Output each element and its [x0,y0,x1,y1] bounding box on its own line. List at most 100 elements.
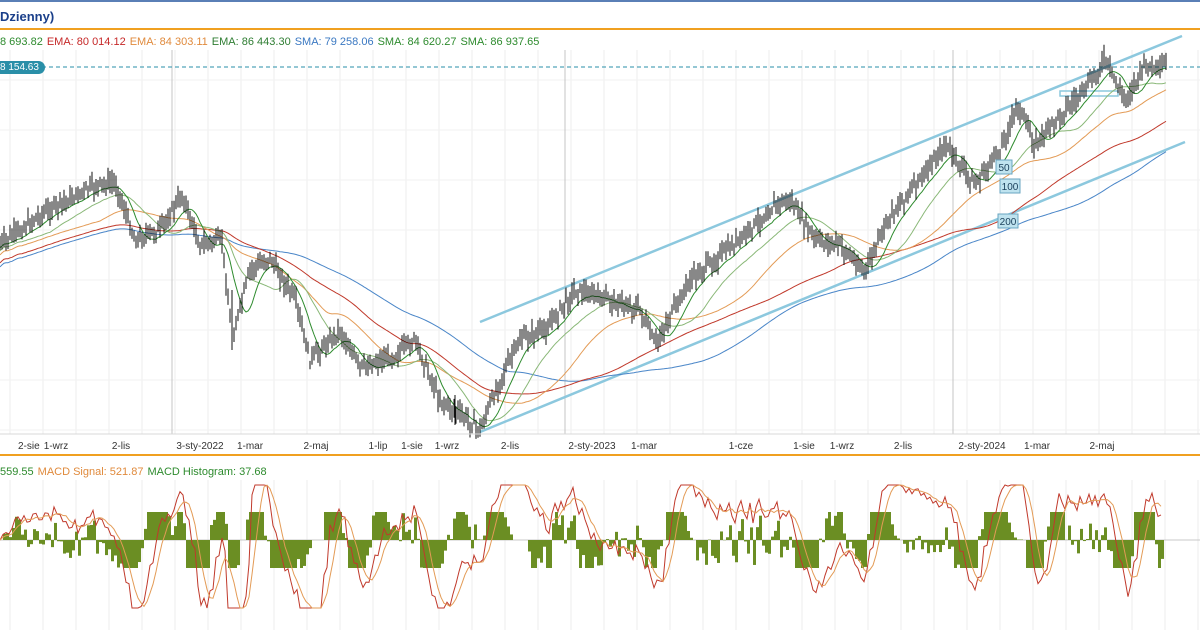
histogram-bar [456,512,459,540]
histogram-bar [408,529,411,540]
histogram-bar [993,512,996,540]
histogram-bar [1086,538,1089,540]
histogram-bar [921,540,924,550]
histogram-bar [1140,512,1143,540]
histogram-bar [1119,540,1122,568]
histogram-bar [69,540,72,558]
trend-channel[interactable] [479,34,1186,434]
histogram-bar [210,525,213,540]
macd-legend: 559.55 MACD Signal: 521.87 MACD Histogram:… [0,466,271,478]
histogram-bar [405,531,408,540]
resistance-box[interactable] [1059,90,1119,97]
histogram-bar [792,540,795,548]
histogram-bar [831,525,834,540]
histogram-bar [93,520,96,540]
histogram-bar [183,523,186,540]
histogram-bar [234,540,237,568]
histogram-bar [609,540,612,547]
histogram-bar [165,512,168,540]
histogram-bar [579,540,582,568]
histogram-bar [1104,527,1107,540]
macd-legend-item-1: MACD Signal: 521.87 [37,466,144,478]
chart-title-bar: Dzienny) [0,0,1200,30]
histogram-bar [129,540,132,568]
channel-lower-line[interactable] [479,140,1186,434]
price-legend-item-6: SMA: 86 937.65 [460,36,540,48]
histogram-bar [195,540,198,568]
histogram-bar [879,512,882,540]
histogram-bar [492,512,495,540]
histogram-bar [1155,540,1158,545]
histogram-bar [63,540,66,554]
histogram-bar [192,540,195,568]
histogram-bar [597,540,600,566]
channel-upper-line[interactable] [479,34,1183,324]
histogram-bar [42,540,45,545]
histogram-bar [207,540,210,568]
histogram-bar [171,534,174,540]
price-legend-item-4: SMA: 79 258.06 [294,36,374,48]
histogram-bar [789,536,792,540]
histogram-bar [1125,540,1128,568]
histogram-bar [309,540,312,549]
histogram-bar [651,540,654,568]
histogram-bar [465,514,468,540]
histogram-bar [810,540,813,568]
price-legend-item-1: EMA: 80 014.12 [46,36,126,48]
histogram-bar [795,540,798,568]
histogram-bar [60,540,63,542]
histogram-bar [939,540,942,553]
histogram-bar [633,540,636,557]
histogram-bar [1056,512,1059,540]
histogram-bar [690,537,693,540]
histogram-bar [660,540,663,547]
histogram-bar [990,512,993,540]
histogram-bar [138,540,141,563]
histogram-bar [1128,540,1131,568]
price-chart[interactable]: 50 100 200 2-sie 1-wrz 2-lis 3-sty-2022 1-ma… [0,0,1200,460]
histogram-bar [531,540,534,568]
histogram-bar [747,540,750,554]
histogram-bar [885,512,888,540]
histogram-bar [954,540,957,568]
histogram-bar [1032,540,1035,568]
histogram-bar [435,540,438,568]
histogram-bar [399,540,402,542]
histogram-bar [174,526,177,540]
histogram-bar [366,540,369,556]
histogram-bar [1122,540,1125,568]
histogram-bar [717,540,720,563]
histogram-bar [393,525,396,540]
histogram-bar [591,540,594,568]
histogram-bar [222,512,225,540]
x-tick-label: 1-lip [369,441,388,452]
histogram-bar [753,540,756,565]
histogram-bar [648,540,651,557]
histogram-bar [594,540,597,557]
histogram-bar [498,512,501,540]
histogram-bar [615,531,618,540]
histogram-bar [417,538,420,540]
histogram-bar [108,540,111,550]
histogram-bar [135,540,138,568]
histogram-bar [228,540,231,568]
histogram-bar [447,534,450,540]
histogram-bar [876,512,879,540]
macd-chart[interactable] [0,480,1200,630]
histogram-bar [81,537,84,540]
histogram-bar [342,533,345,540]
histogram-bar [1161,540,1164,559]
x-tick-label: 2-sie [18,441,40,452]
histogram-bar [534,540,537,568]
histogram-bar [639,538,642,540]
histogram-bar [126,540,129,568]
histogram-bar [30,540,33,545]
histogram-bar [849,540,852,542]
histogram-bar [87,525,90,540]
price-legend: 8 693.82 EMA: 80 014.12 EMA: 84 303.11 EMA:… [0,36,543,48]
histogram-bar [336,512,339,540]
macd-legend-item-0: 559.55 [0,466,34,478]
histogram-bar [642,540,645,548]
histogram-bar [729,525,732,540]
histogram-bar [924,540,927,543]
